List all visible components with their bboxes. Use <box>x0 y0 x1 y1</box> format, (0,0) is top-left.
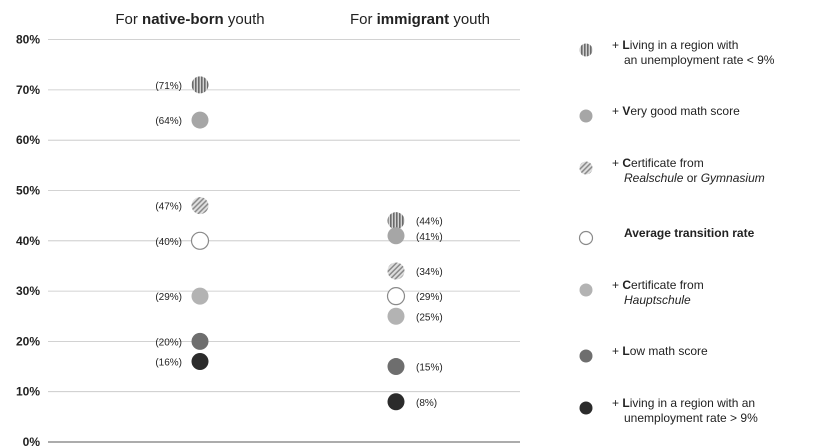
legend-label: + Low math score <box>612 344 708 358</box>
legend-marker <box>579 43 593 57</box>
data-label: (15%) <box>416 363 443 374</box>
legend-marker <box>579 109 593 123</box>
data-label: (64%) <box>155 116 182 127</box>
legend-item-math_good: + Very good math score <box>578 104 740 124</box>
y-tick-label: 70% <box>16 83 40 97</box>
legend-label: + Very good math score <box>612 104 740 118</box>
legend-item-cert_haupt: + Certificate from Hauptschule <box>578 278 704 308</box>
y-tick-label: 80% <box>16 33 40 47</box>
data-label: (25%) <box>416 312 443 323</box>
legend-marker <box>579 349 593 363</box>
y-axis: 0% 10% 20% 30% 40% 50% 60% 70% 80% <box>16 33 40 448</box>
y-tick-label: 40% <box>16 234 40 248</box>
data-point-average <box>386 287 406 306</box>
data-label: (34%) <box>416 267 443 278</box>
group-titles: For native-born youth For immigrant youth <box>115 11 490 28</box>
group-title: For native-born youth <box>115 11 264 28</box>
legend-marker <box>579 401 593 415</box>
legend-label: + Certificate from Hauptschule <box>612 278 704 307</box>
data-label: (16%) <box>155 358 182 369</box>
data-point-math_good <box>191 111 209 129</box>
data-label: (71%) <box>155 81 182 92</box>
data-point-region_low <box>387 212 405 230</box>
data-label: (29%) <box>416 292 443 303</box>
data-label: (20%) <box>155 337 182 348</box>
data-label: (41%) <box>416 232 443 243</box>
data-label: (8%) <box>416 398 437 409</box>
data-points: (71%) (64%) (47%) (40%) (29%) (20%) (16%) (44%)… <box>155 76 443 411</box>
legend-item-math_low: + Low math score <box>578 344 708 364</box>
data-point-cert_haupt <box>387 307 405 325</box>
y-tick-label: 30% <box>16 284 40 298</box>
legend-label: + Living in a region with an unemployment… <box>612 38 775 67</box>
data-point-cert_real <box>387 262 405 280</box>
data-point-cert_haupt <box>191 287 209 305</box>
chart: 0% 10% 20% 30% 40% 50% 60% 70% 80% For native-bo… <box>16 11 520 448</box>
data-point-math_low <box>191 332 209 350</box>
y-tick-label: 10% <box>16 385 40 399</box>
data-point-math_good <box>387 227 405 245</box>
legend-item-average: Average transition rate <box>578 226 754 246</box>
group-title: For immigrant youth <box>350 11 490 28</box>
legend: + Living in a region with an unemployment… <box>578 0 817 448</box>
data-label: (29%) <box>155 292 182 303</box>
data-point-region_high <box>387 393 405 411</box>
data-point-math_low <box>387 358 405 376</box>
data-point-region_high <box>191 353 209 371</box>
data-point-region_low <box>191 76 209 94</box>
legend-item-region_high: + Living in a region with an unemployment… <box>578 396 758 426</box>
legend-marker <box>578 230 594 246</box>
data-point-cert_real <box>191 197 209 215</box>
legend-item-cert_real: + Certificate from Realschule or Gymnasiu… <box>578 156 765 186</box>
legend-item-region_low: + Living in a region with an unemployment… <box>578 38 774 68</box>
legend-label: + Living in a region with an unemployment… <box>612 396 758 425</box>
y-tick-label: 0% <box>23 435 41 448</box>
legend-label: + Certificate from Realschule or Gymnasiu… <box>612 156 765 185</box>
y-tick-label: 20% <box>16 334 40 348</box>
legend-label: Average transition rate <box>624 226 755 240</box>
data-point-average <box>190 231 210 250</box>
legend-marker <box>579 161 593 175</box>
legend-marker <box>579 283 593 297</box>
data-label: (44%) <box>416 217 443 228</box>
y-tick-label: 50% <box>16 184 40 198</box>
gridlines <box>48 39 520 443</box>
data-label: (47%) <box>155 202 182 213</box>
data-label: (40%) <box>155 237 182 248</box>
y-tick-label: 60% <box>16 133 40 147</box>
